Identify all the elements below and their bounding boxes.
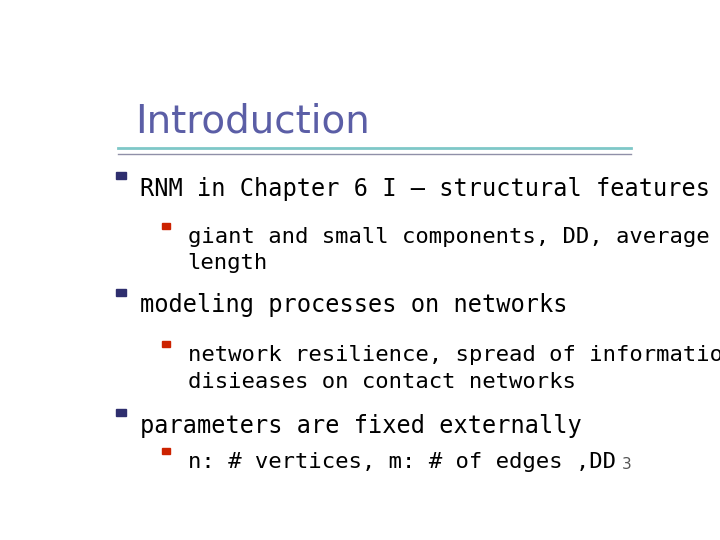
Text: parameters are fixed externally: parameters are fixed externally bbox=[140, 414, 582, 438]
FancyBboxPatch shape bbox=[116, 409, 126, 416]
FancyBboxPatch shape bbox=[162, 223, 170, 228]
FancyBboxPatch shape bbox=[162, 341, 170, 347]
Text: giant and small components, DD, average path
length: giant and small components, DD, average … bbox=[188, 227, 720, 273]
Text: modeling processes on networks: modeling processes on networks bbox=[140, 294, 568, 318]
FancyBboxPatch shape bbox=[116, 288, 126, 295]
FancyBboxPatch shape bbox=[116, 172, 126, 179]
Text: Introduction: Introduction bbox=[135, 102, 369, 140]
Text: 3: 3 bbox=[621, 457, 631, 472]
FancyBboxPatch shape bbox=[162, 448, 170, 454]
Text: network resilience, spread of information or
disieases on contact networks: network resilience, spread of informatio… bbox=[188, 346, 720, 392]
Text: RNM in Chapter 6 I – structural features: RNM in Chapter 6 I – structural features bbox=[140, 177, 710, 201]
Text: n: # vertices, m: # of edges ,DD: n: # vertices, m: # of edges ,DD bbox=[188, 453, 616, 472]
